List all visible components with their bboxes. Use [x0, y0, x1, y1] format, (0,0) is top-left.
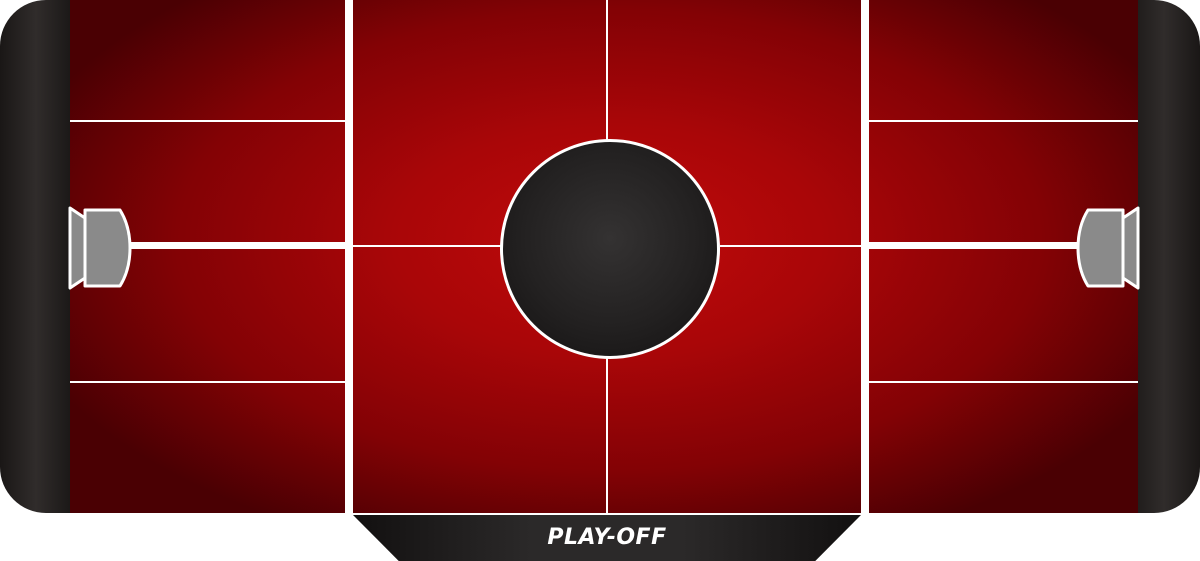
game-board	[0, 0, 1200, 513]
center-faceoff-circle	[500, 139, 720, 359]
center-vertical-line-bottom	[606, 357, 608, 513]
right-zone-line-top	[869, 120, 1138, 122]
left-zone-line-bottom	[70, 381, 345, 383]
center-horizontal-line-left	[353, 245, 501, 247]
goal-right-icon[interactable]	[1074, 206, 1140, 290]
right-zone-line-bottom	[869, 381, 1138, 383]
center-vertical-line-top	[606, 0, 608, 141]
right-zone-divider	[861, 0, 869, 513]
left-zone-line-top	[70, 120, 345, 122]
left-goal-line	[130, 242, 345, 249]
mode-label: PLAY-OFF	[547, 525, 667, 550]
goal-left-icon[interactable]	[68, 206, 134, 290]
right-goal-line	[869, 242, 1081, 249]
playing-field	[70, 0, 1138, 513]
left-zone-divider	[345, 0, 353, 513]
mode-banner	[353, 515, 861, 561]
center-horizontal-line-right	[720, 245, 861, 247]
